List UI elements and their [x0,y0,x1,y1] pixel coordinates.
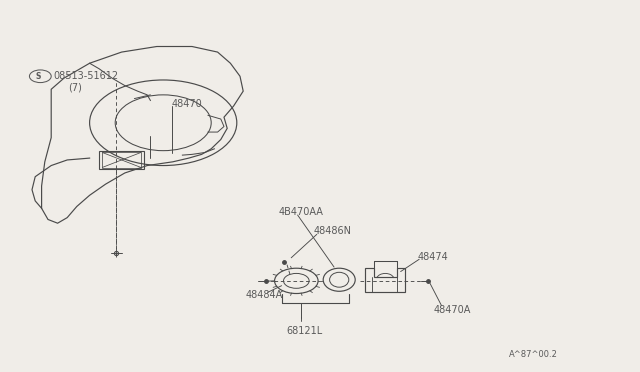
Text: 48470A: 48470A [434,305,471,315]
Bar [102,152,141,168]
Text: (7): (7) [68,83,83,92]
Text: 4B470AA: 4B470AA [278,207,323,217]
Text: 48484A: 48484A [245,290,282,300]
Text: S: S [35,72,40,81]
Text: 48474: 48474 [418,252,449,262]
Text: 68121L: 68121L [286,326,323,336]
Text: 48486N: 48486N [314,227,351,236]
Bar [99,151,144,169]
Text: A^87^00.2: A^87^00.2 [509,350,557,359]
Text: 48470: 48470 [172,99,202,109]
Text: 08513-51612: 08513-51612 [53,71,118,81]
